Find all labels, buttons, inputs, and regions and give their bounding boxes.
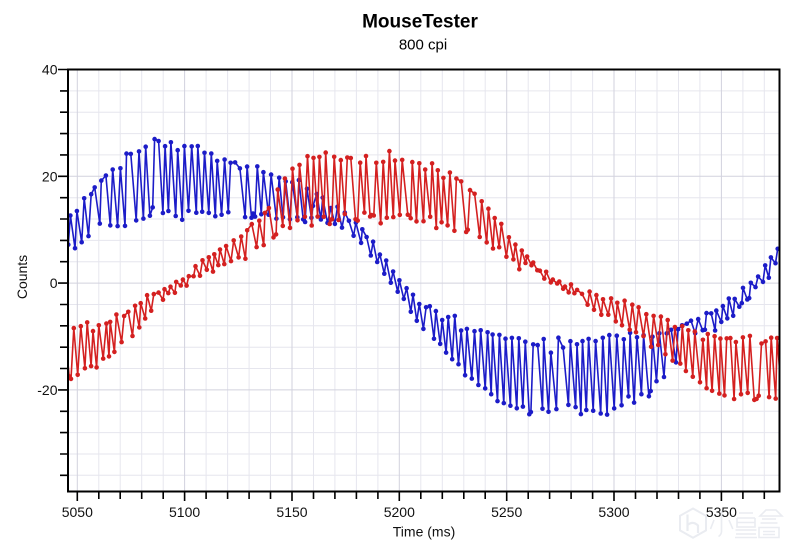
svg-text:5300: 5300 [598, 504, 629, 520]
svg-text:0: 0 [50, 275, 58, 291]
svg-text:Time (ms): Time (ms) [393, 524, 455, 540]
svg-text:5200: 5200 [384, 504, 415, 520]
svg-text:5050: 5050 [62, 504, 93, 520]
svg-text:5250: 5250 [491, 504, 522, 520]
svg-text:800 cpi: 800 cpi [399, 37, 447, 54]
svg-text:20: 20 [42, 168, 58, 184]
svg-text:5100: 5100 [169, 504, 200, 520]
svg-text:40: 40 [42, 62, 58, 78]
svg-text:-20: -20 [37, 382, 57, 398]
svg-text:MouseTester: MouseTester [362, 12, 478, 33]
svg-text:5150: 5150 [276, 504, 307, 520]
svg-text:Counts: Counts [14, 255, 30, 299]
